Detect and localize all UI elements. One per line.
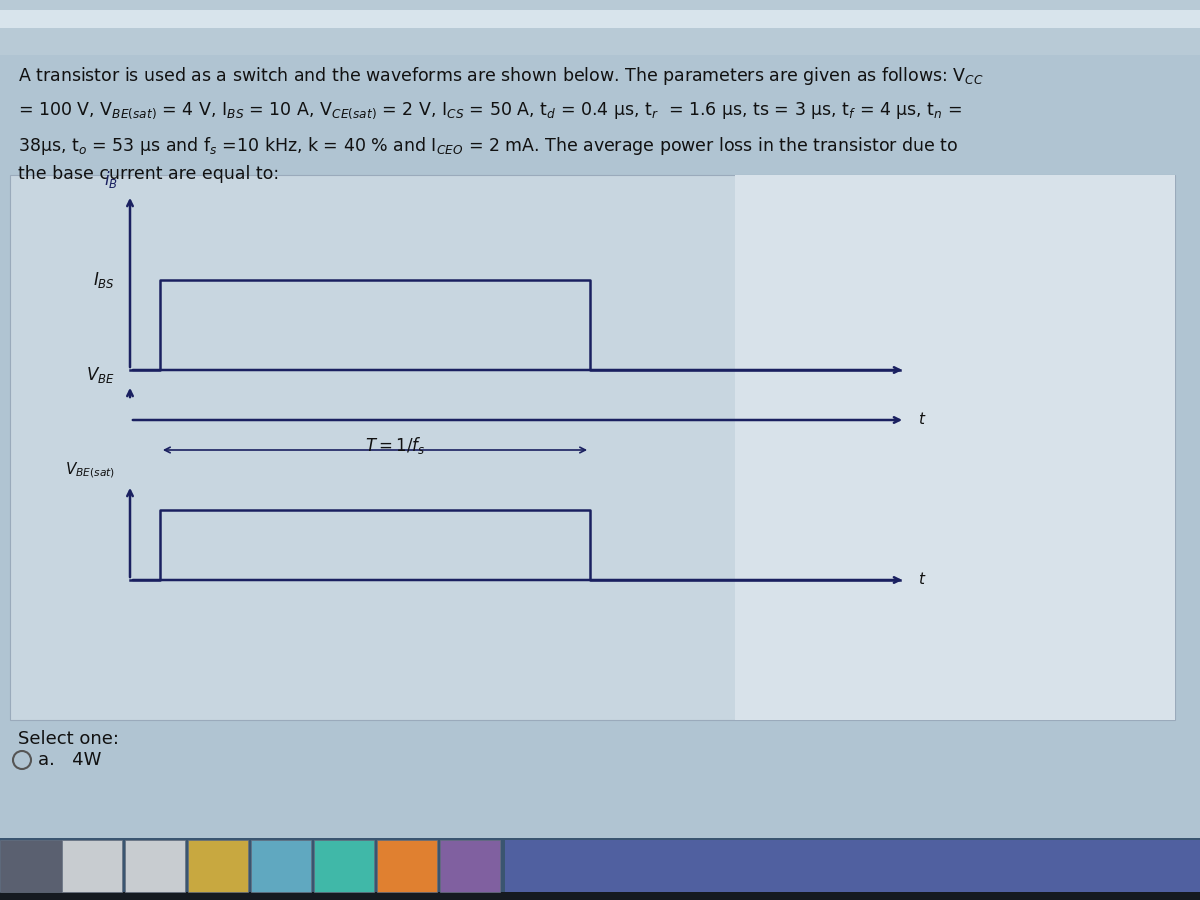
Text: = 100 V, V$_{BE(sat)}$ = 4 V, I$_{BS}$ = 10 A, V$_{CE(sat)}$ = 2 V, I$_{CS}$ = 5: = 100 V, V$_{BE(sat)}$ = 4 V, I$_{BS}$ =… (18, 100, 962, 121)
Bar (377, 840, 437, 892)
Bar (0, 892, 1200, 900)
Text: 38μs, t$_o$ = 53 μs and f$_s$ =10 kHz, k = 40 % and I$_{CEO}$ = 2 mA. The averag: 38μs, t$_o$ = 53 μs and f$_s$ =10 kHz, k… (18, 135, 959, 157)
Text: $T= 1/f_s$: $T= 1/f_s$ (365, 435, 425, 456)
Text: $V_{BE}$: $V_{BE}$ (86, 365, 115, 385)
Bar (62, 840, 122, 892)
Text: A transistor is used as a switch and the waveforms are shown below. The paramete: A transistor is used as a switch and the… (18, 65, 984, 87)
Text: $V_{BE(sat)}$: $V_{BE(sat)}$ (65, 461, 115, 480)
Bar (0, 10, 1200, 28)
Bar (0, 838, 1200, 900)
Text: Select one:: Select one: (18, 730, 119, 748)
Text: t: t (918, 412, 924, 427)
Bar (0, 840, 62, 892)
Text: $i_B$: $i_B$ (104, 169, 118, 190)
Bar (314, 840, 374, 892)
Bar (188, 840, 248, 892)
Text: $I_{BS}$: $I_{BS}$ (94, 270, 115, 290)
Bar (10, 175, 1175, 720)
Bar (0, 0, 1200, 55)
Bar (505, 840, 1200, 892)
Bar (125, 840, 185, 892)
Bar (440, 840, 500, 892)
Text: the base current are equal to:: the base current are equal to: (18, 165, 280, 183)
Text: a.   4W: a. 4W (38, 751, 101, 769)
Text: t: t (918, 572, 924, 588)
Bar (251, 840, 311, 892)
Bar (734, 175, 1175, 720)
